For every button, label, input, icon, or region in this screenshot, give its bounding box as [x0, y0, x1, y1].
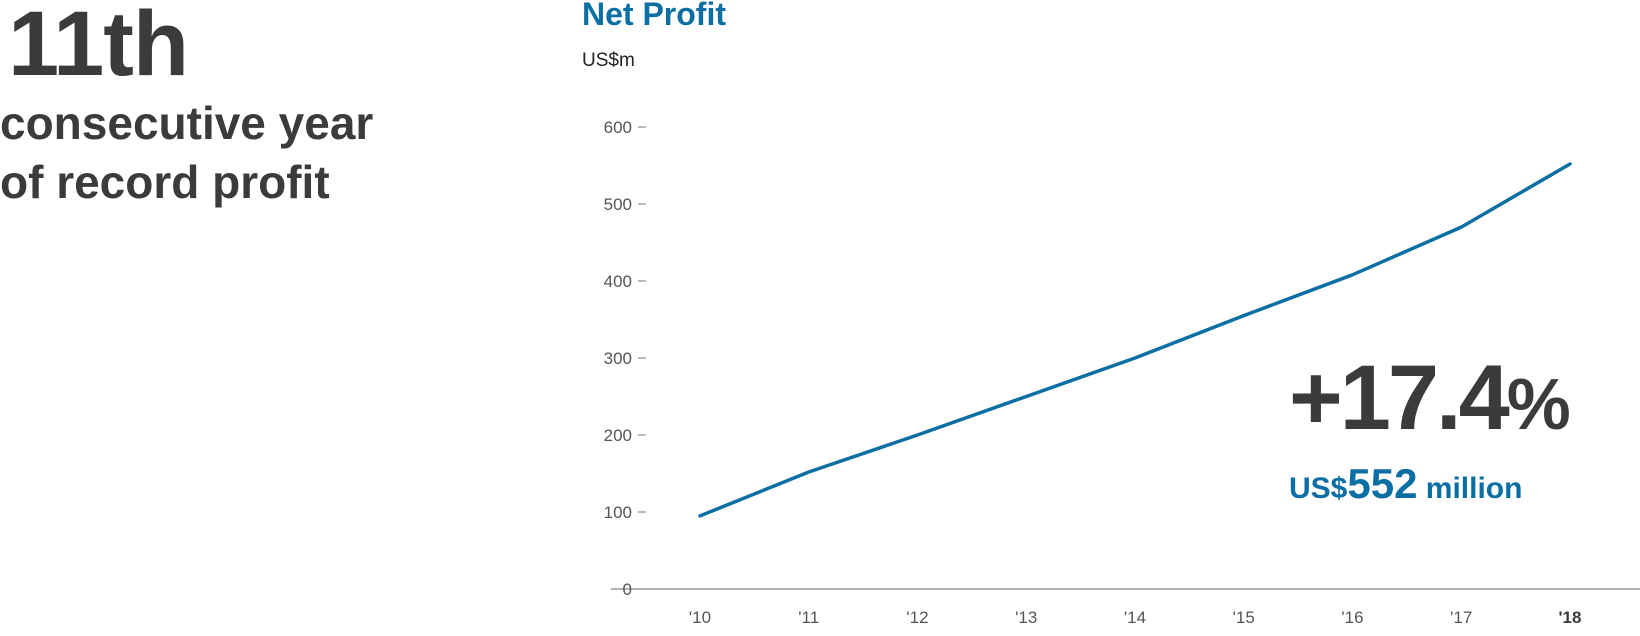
y-tick-label: 200	[604, 426, 632, 445]
x-tick-label: '13	[1015, 608, 1037, 627]
y-tick-label: 100	[604, 503, 632, 522]
chart-canvas: 0 100 200 300 400 500 600 '10 '11 '12 '13 '14 '15 '16…	[604, 118, 1640, 627]
x-tick-label: '14	[1124, 608, 1146, 627]
x-tick-label: '11	[798, 608, 819, 627]
profit-amount-suffix: million	[1417, 472, 1523, 505]
headline-block: 11th consecutive year of record profit	[0, 0, 520, 260]
y-axis-unit-label: US$m	[582, 50, 635, 71]
profit-amount-value: 552	[1347, 460, 1418, 507]
x-tick-label: '15	[1233, 608, 1255, 627]
x-tick-label: '16	[1341, 608, 1363, 627]
headline-subtext-line1: consecutive year	[0, 97, 374, 149]
growth-percent: +17.4%	[1289, 352, 1609, 444]
chart-title: Net Profit	[582, 0, 726, 32]
x-tick-label: '12	[906, 608, 928, 627]
y-tick-label: 0	[623, 580, 632, 599]
x-tick-label: '10	[689, 608, 711, 627]
profit-amount: US$552 million	[1289, 460, 1609, 508]
growth-percent-value: +17.4	[1289, 347, 1510, 449]
x-tick-label: '18	[1559, 608, 1582, 627]
headline-subtext: consecutive year of record profit	[0, 94, 420, 212]
x-tick-label: '17	[1450, 608, 1472, 627]
y-tick-label: 300	[604, 349, 632, 368]
y-tick-label: 500	[604, 195, 632, 214]
headline-number: 11th	[8, 0, 189, 95]
profit-amount-prefix: US$	[1289, 472, 1348, 505]
growth-percent-sign: %	[1506, 365, 1571, 445]
y-tick-label: 400	[604, 272, 632, 291]
net-profit-chart: Net Profit US$m 0 100 200 300 400 500 600 '10 '1…	[570, 0, 1640, 636]
growth-callout: +17.4% US$552 million	[1289, 352, 1609, 508]
y-tick-label: 600	[604, 118, 632, 137]
headline-subtext-line2: of record profit	[0, 156, 330, 208]
